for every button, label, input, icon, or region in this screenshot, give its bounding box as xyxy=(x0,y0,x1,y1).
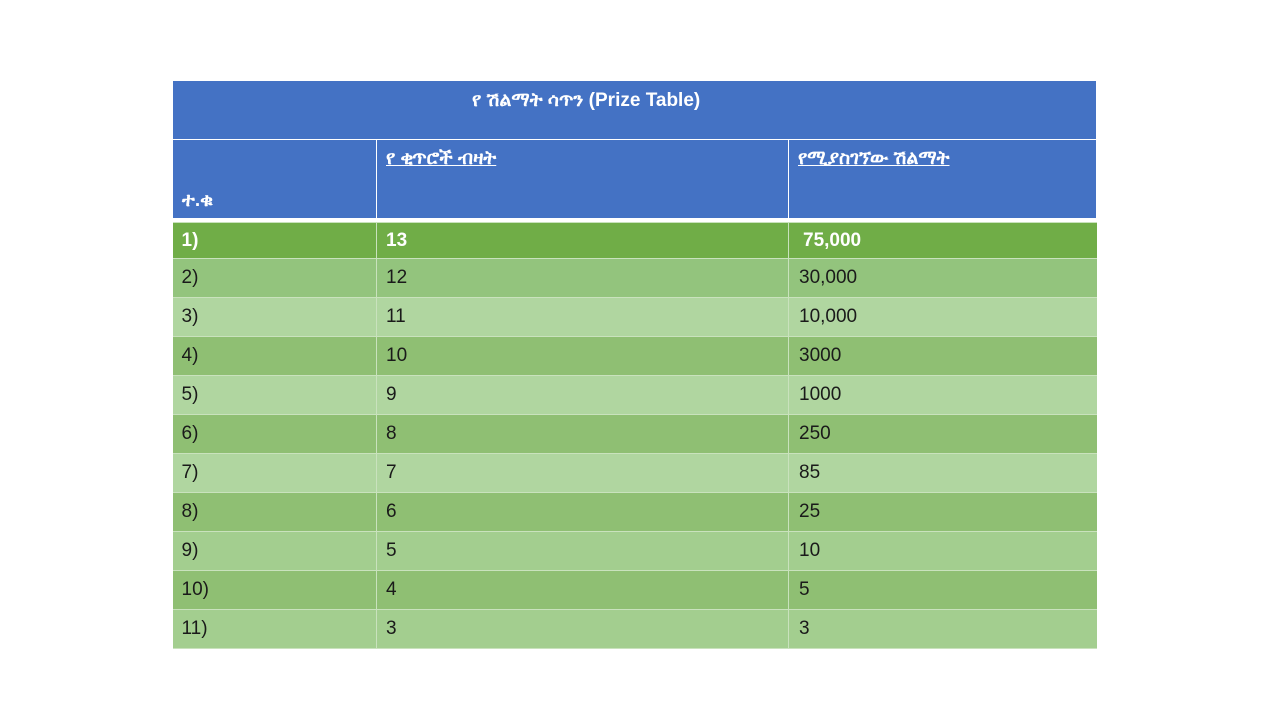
row-prize: 250 xyxy=(788,414,1097,454)
row-index: 8) xyxy=(172,492,377,532)
header-prize: የሚያስገኘው ሽልማት xyxy=(788,139,1097,219)
table-row: 11) 3 3 xyxy=(172,609,1097,649)
row-index: 9) xyxy=(172,531,377,571)
row-prize: 3 xyxy=(788,609,1097,649)
table-row: 1) 13 75,000 xyxy=(172,222,1097,259)
row-count: 4 xyxy=(376,570,789,610)
table-row: 2) 12 30,000 xyxy=(172,258,1097,298)
row-count: 10 xyxy=(376,336,789,376)
row-index: 11) xyxy=(172,609,377,649)
row-index: 2) xyxy=(172,258,377,298)
row-index: 7) xyxy=(172,453,377,493)
row-count: 3 xyxy=(376,609,789,649)
row-index: 1) xyxy=(172,222,377,259)
row-count: 6 xyxy=(376,492,789,532)
row-prize: 85 xyxy=(788,453,1097,493)
table-row: 6) 8 250 xyxy=(172,414,1097,454)
row-count: 11 xyxy=(376,297,789,337)
row-count: 12 xyxy=(376,258,789,298)
header-index: ተ.ቁ xyxy=(172,139,377,219)
header-count: የ ቂጥሮች ብዛት xyxy=(376,139,789,219)
prize-table: የ ሽልማት ሳጥን (Prize Table) ተ.ቁ የ ቂጥሮች ብዛት … xyxy=(172,80,1097,649)
table-row: 4) 10 3000 xyxy=(172,336,1097,376)
row-index: 5) xyxy=(172,375,377,415)
row-index: 10) xyxy=(172,570,377,610)
row-prize: 75,000 xyxy=(788,222,1097,259)
table-row: 9) 5 10 xyxy=(172,531,1097,571)
row-prize: 10,000 xyxy=(788,297,1097,337)
row-count: 5 xyxy=(376,531,789,571)
table-header-row: ተ.ቁ የ ቂጥሮች ብዛት የሚያስገኘው ሽልማት xyxy=(172,139,1097,219)
header-prize-label: የሚያስገኘው ሽልማት xyxy=(798,148,950,169)
row-prize: 3000 xyxy=(788,336,1097,376)
row-prize: 1000 xyxy=(788,375,1097,415)
header-count-label: የ ቂጥሮች ብዛት xyxy=(386,148,497,169)
row-index: 4) xyxy=(172,336,377,376)
table-row: 3) 11 10,000 xyxy=(172,297,1097,337)
row-count: 13 xyxy=(376,222,789,259)
row-index: 3) xyxy=(172,297,377,337)
table-row: 10) 4 5 xyxy=(172,570,1097,610)
row-prize: 25 xyxy=(788,492,1097,532)
table-row: 5) 9 1000 xyxy=(172,375,1097,415)
header-index-label: ተ.ቁ xyxy=(182,190,214,211)
row-prize: 30,000 xyxy=(788,258,1097,298)
row-prize: 10 xyxy=(788,531,1097,571)
row-index: 6) xyxy=(172,414,377,454)
row-count: 7 xyxy=(376,453,789,493)
table-row: 8) 6 25 xyxy=(172,492,1097,532)
row-count: 9 xyxy=(376,375,789,415)
table-row: 7) 7 85 xyxy=(172,453,1097,493)
row-prize: 5 xyxy=(788,570,1097,610)
row-count: 8 xyxy=(376,414,789,454)
table-title: የ ሽልማት ሳጥን (Prize Table) xyxy=(172,80,1097,140)
table-title-row: የ ሽልማት ሳጥን (Prize Table) xyxy=(172,80,1097,140)
